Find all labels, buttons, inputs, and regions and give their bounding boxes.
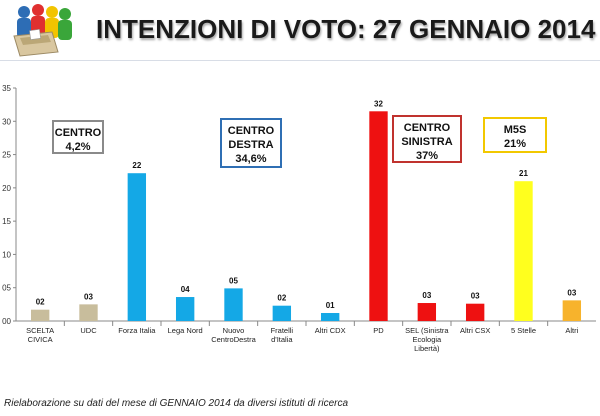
bar-4 [175, 297, 195, 321]
y-tick-label: 20 [2, 184, 11, 193]
x-tick-label: Lega Nord [168, 326, 203, 335]
y-tick-label: 30 [2, 117, 11, 126]
annotation-centro-sinistra: CENTRO SINISTRA 37% [392, 115, 462, 163]
y-tick-label: 05 [2, 284, 11, 293]
y-tick-label: 25 [2, 151, 11, 160]
annotation-text: DESTRA [228, 139, 274, 151]
data-label: 03 [567, 288, 576, 297]
bar-7 [320, 313, 340, 321]
x-tick-label: Fratelli d'Italia [271, 326, 294, 344]
annotation-centro: CENTRO 4,2% [52, 120, 104, 154]
data-label: 01 [326, 301, 335, 310]
bar-2 [79, 304, 98, 321]
y-tick-label: 35 [2, 84, 11, 93]
annotation-text: M5S [503, 124, 527, 136]
annotation-m5s: M5S 21% [483, 117, 547, 153]
y-tick-label: 00 [2, 317, 11, 326]
annotation-text: 37% [415, 150, 439, 162]
x-tick-label: Nuovo CentroDestra [211, 326, 256, 344]
header-divider [0, 60, 600, 61]
bar-8 [369, 111, 388, 321]
x-tick-label: SCELTA CIVICA [26, 326, 54, 344]
annotation-text: CENTRO [54, 127, 102, 139]
annotation-text: 4,2% [65, 141, 91, 153]
data-label: 22 [132, 161, 141, 170]
bar-3 [127, 173, 147, 321]
x-tick-label: 5 Stelle [511, 326, 536, 335]
bar-1 [30, 309, 50, 321]
y-tick-label: 10 [2, 250, 11, 259]
annotation-text: CENTRO [403, 122, 451, 134]
y-tick-label: 15 [2, 217, 11, 226]
header [0, 0, 600, 62]
bar-6 [272, 305, 292, 321]
data-label: 03 [471, 292, 480, 301]
x-tick-label: Altri [565, 326, 578, 335]
x-tick-label: SEL (Sinistra Ecologia Libertà) [405, 326, 449, 353]
annotation-centro-destra: CENTRO DESTRA 34,6% [220, 118, 282, 168]
data-label: 03 [422, 291, 431, 300]
data-label: 03 [84, 292, 93, 301]
x-tick-label: Altri CDX [315, 326, 346, 335]
bar-9 [417, 303, 437, 321]
bar-5 [224, 288, 243, 321]
data-label: 02 [277, 294, 286, 303]
bar-11 [514, 181, 533, 321]
source-footnote: Rielaborazione su dati del mese di GENNA… [4, 398, 349, 409]
bar-12 [562, 300, 582, 321]
data-label: 02 [36, 298, 45, 307]
x-tick-label: UDC [80, 326, 97, 335]
annotation-text: SINISTRA [401, 136, 453, 148]
data-label: 21 [519, 169, 528, 178]
page-title: INTENZIONI DI VOTO: 27 GENNAIO 2014 [96, 14, 596, 44]
bar-chart: 00 05 10 15 20 25 30 35 02 SCELTA CIVICA 03 UDC 22 For… [2, 84, 596, 353]
data-label: 05 [229, 276, 238, 285]
x-tick-label: PD [373, 326, 384, 335]
annotation-text: 21% [503, 138, 527, 150]
annotation-text: 34,6% [235, 153, 267, 165]
data-label: 32 [374, 99, 383, 108]
bar-10 [465, 303, 485, 321]
ballot-box-voters-icon [13, 4, 72, 57]
data-label: 04 [181, 285, 190, 294]
x-tick-label: Forza Italia [118, 326, 156, 335]
annotation-text: CENTRO [227, 125, 275, 137]
x-tick-label: Altri CSX [460, 326, 490, 335]
